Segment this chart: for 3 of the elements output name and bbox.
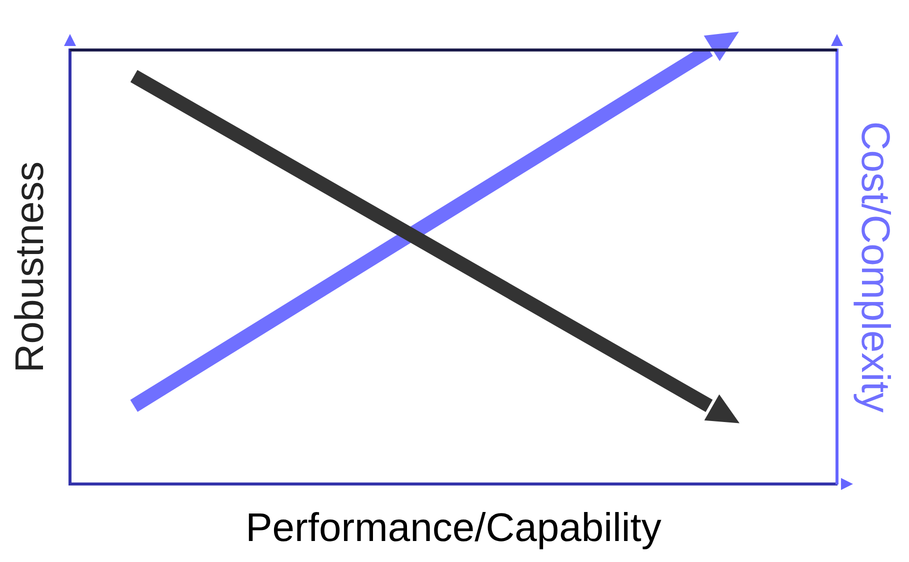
- y-axis-title: Robustness: [8, 161, 52, 373]
- x-axis-title: Performance/Capability: [246, 506, 662, 550]
- y2-axis-title: Cost/Complexity: [852, 121, 897, 413]
